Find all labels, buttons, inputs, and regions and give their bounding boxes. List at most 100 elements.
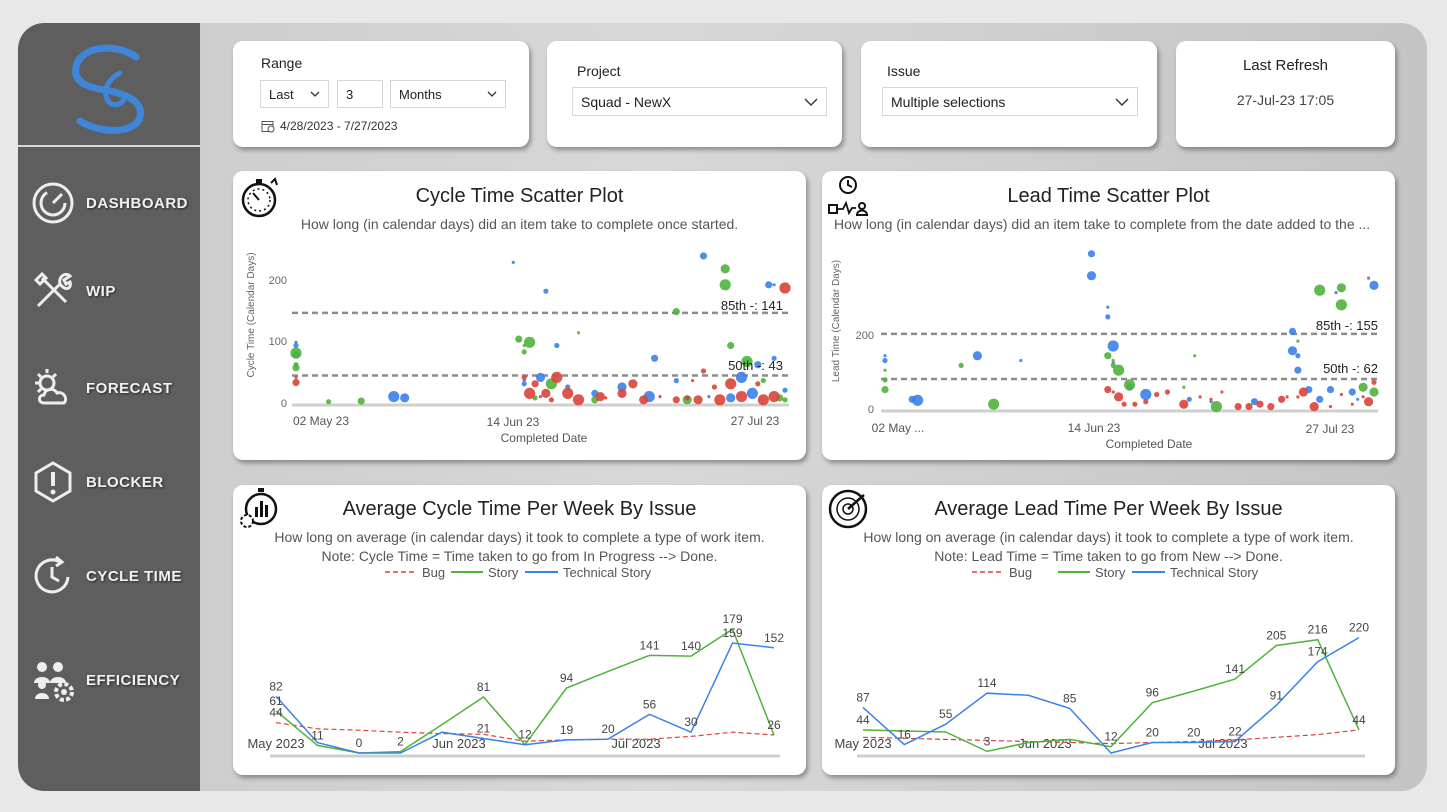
scatter-point-bug[interactable] [628, 379, 638, 389]
scatter-point-bug[interactable] [294, 375, 298, 379]
scatter-point-story[interactable] [1336, 283, 1346, 293]
scatter-point-technical-story[interactable] [1209, 400, 1213, 404]
series-line-bug[interactable] [862, 729, 1360, 745]
scatter-point-story[interactable] [1123, 379, 1136, 391]
scatter-point-story[interactable] [741, 355, 753, 368]
scatter-point-technical-story[interactable] [735, 371, 748, 383]
series-line-bug[interactable] [275, 722, 775, 742]
scatter-point-bug[interactable] [524, 387, 536, 399]
scatter-point-bug[interactable] [521, 374, 527, 380]
scatter-point-bug[interactable] [595, 392, 605, 402]
scatter-point-technical-story[interactable] [1287, 346, 1298, 356]
scatter-point-technical-story[interactable] [1250, 398, 1259, 406]
sidebar-item-wip[interactable]: WIP [30, 266, 195, 316]
scatter-point-technical-story[interactable] [400, 393, 410, 403]
scatter-point-story[interactable] [1182, 385, 1186, 389]
scatter-point-bug[interactable] [1361, 395, 1365, 399]
scatter-point-bug[interactable] [779, 282, 791, 294]
scatter-point-technical-story[interactable] [651, 354, 659, 362]
scatter-point-bug[interactable] [1364, 397, 1374, 407]
scatter-point-bug[interactable] [1278, 395, 1286, 403]
scatter-point-technical-story[interactable] [1186, 396, 1192, 402]
scatter-point-bug[interactable] [538, 395, 543, 399]
scatter-point-bug[interactable] [1164, 389, 1171, 395]
scatter-point-story[interactable] [719, 279, 731, 291]
scatter-point-bug[interactable] [1121, 401, 1127, 407]
scatter-point-story[interactable] [1358, 382, 1368, 392]
scatter-point-bug[interactable] [1111, 390, 1115, 394]
scatter-point-bug[interactable] [639, 395, 649, 405]
scatter-point-bug[interactable] [1328, 405, 1333, 409]
scatter-point-technical-story[interactable] [1086, 271, 1097, 281]
scatter-point-technical-story[interactable] [1316, 395, 1324, 403]
scatter-point-bug[interactable] [755, 381, 761, 387]
scatter-point-technical-story[interactable] [1295, 353, 1301, 359]
scatter-point-technical-story[interactable] [1087, 250, 1096, 258]
scatter-point-story[interactable] [515, 335, 523, 343]
scatter-point-bug[interactable] [1309, 402, 1319, 412]
scatter-point-technical-story[interactable] [772, 283, 776, 287]
scatter-point-technical-story[interactable] [782, 387, 788, 393]
scatter-point-story[interactable] [672, 308, 680, 316]
scatter-point-technical-story[interactable] [1294, 366, 1302, 374]
scatter-point-technical-story[interactable] [1105, 314, 1111, 320]
scatter-point-technical-story[interactable] [535, 372, 546, 382]
scatter-point-story[interactable] [958, 362, 964, 368]
scatter-point-technical-story[interactable] [912, 394, 924, 406]
scatter-point-story[interactable] [1113, 364, 1125, 376]
scatter-point-bug[interactable] [1256, 400, 1264, 408]
scatter-point-story[interactable] [1193, 354, 1197, 358]
scatter-point-bug[interactable] [757, 394, 769, 406]
scatter-point-technical-story[interactable] [1107, 340, 1119, 352]
range-period-select[interactable]: Last [260, 80, 329, 108]
scatter-point-bug[interactable] [1267, 403, 1275, 411]
scatter-point-bug[interactable] [1209, 397, 1213, 401]
scatter-point-story[interactable] [1210, 401, 1222, 413]
scatter-point-technical-story[interactable] [1019, 358, 1023, 363]
scatter-point-technical-story[interactable] [1334, 291, 1338, 295]
scatter-point-story[interactable] [292, 364, 300, 372]
range-count-input[interactable]: 3 [337, 80, 383, 108]
project-select[interactable]: Squad - NewX [572, 87, 827, 116]
scatter-point-bug[interactable] [1285, 395, 1289, 399]
scatter-point-story[interactable] [727, 341, 735, 350]
scatter-point-technical-story[interactable] [388, 391, 400, 403]
range-unit-select[interactable]: Months [390, 80, 506, 108]
scatter-point-technical-story[interactable] [1326, 386, 1335, 394]
scatter-point-technical-story[interactable] [765, 281, 773, 289]
scatter-point-bug[interactable] [1104, 386, 1112, 394]
scatter-point-technical-story[interactable] [554, 342, 560, 349]
scatter-point-bug[interactable] [768, 391, 780, 403]
scatter-point-bug[interactable] [617, 388, 627, 398]
scatter-point-bug[interactable] [551, 371, 563, 383]
scatter-point-technical-story[interactable] [1367, 276, 1371, 280]
scatter-point-bug[interactable] [714, 394, 726, 406]
scatter-point-technical-story[interactable] [1106, 305, 1110, 309]
scatter-point-bug[interactable] [1245, 403, 1253, 411]
scatter-point-story[interactable] [326, 399, 332, 405]
scatter-point-story[interactable] [1296, 339, 1300, 343]
scatter-point-bug[interactable] [672, 396, 680, 404]
scatter-point-story[interactable] [1104, 352, 1112, 360]
scatter-point-technical-story[interactable] [707, 395, 711, 399]
scatter-point-bug[interactable] [531, 380, 539, 388]
scatter-point-technical-story[interactable] [1348, 388, 1356, 396]
scatter-point-technical-story[interactable] [882, 357, 888, 364]
scatter-point-technical-story[interactable] [1356, 397, 1360, 401]
scatter-point-story[interactable] [521, 349, 527, 355]
scatter-point-story[interactable] [357, 397, 365, 405]
scatter-point-technical-story[interactable] [972, 351, 982, 361]
scatter-point-bug[interactable] [541, 388, 551, 398]
scatter-point-bug[interactable] [1371, 379, 1377, 385]
sidebar-item-efficiency[interactable]: EFFICIENCY [30, 655, 195, 705]
scatter-point-bug[interactable] [684, 395, 690, 401]
scatter-point-technical-story[interactable] [771, 355, 777, 361]
scatter-point-technical-story[interactable] [1140, 388, 1152, 401]
scatter-point-story[interactable] [290, 347, 302, 359]
scatter-point-bug[interactable] [735, 391, 748, 403]
scatter-point-bug[interactable] [1114, 392, 1124, 402]
sidebar-item-cycle-time[interactable]: CYCLE TIME [30, 551, 195, 601]
scatter-point-story[interactable] [1314, 284, 1326, 296]
series-line-story[interactable] [862, 638, 1360, 753]
scatter-point-bug[interactable] [1298, 387, 1308, 397]
